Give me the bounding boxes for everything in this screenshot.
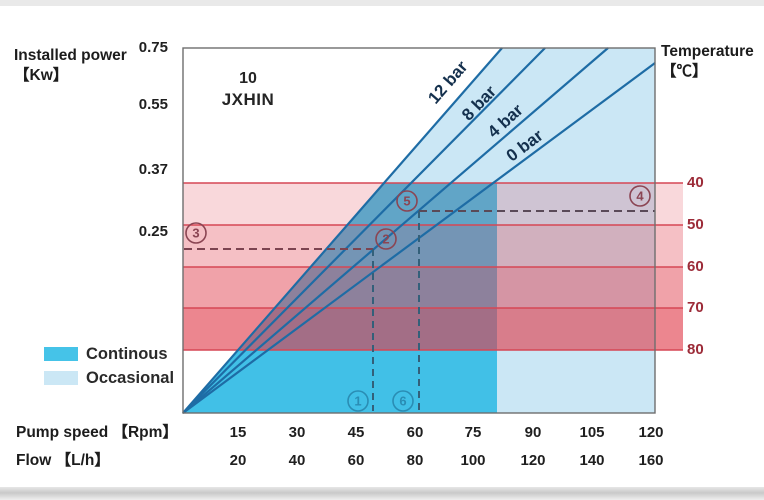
pump-speed-tick: 15 (229, 424, 247, 441)
marker-4-number: 4 (636, 189, 644, 204)
occasional-label: Occasional (86, 368, 175, 387)
chart-title-size: 10 (239, 70, 257, 87)
marker-6: 6 (392, 390, 414, 412)
plot-border (182, 47, 656, 414)
flow-axis-label: Flow 【L/h】 (16, 452, 110, 469)
marker-5: 5 (396, 190, 418, 212)
temp-band-70-80 (183, 308, 683, 350)
flow-tick: 20 (229, 452, 247, 469)
legend-row-continuous: Continous (44, 342, 174, 366)
temp-tick: 60 (687, 258, 704, 275)
pressure-line-12bar (182, 47, 503, 414)
marker-5-number: 5 (403, 194, 410, 209)
temp-band-60-70 (183, 267, 683, 308)
legend: Continous Occasional (44, 342, 174, 390)
pump-speed-tick: 60 (406, 424, 424, 441)
power-tick: 0.37 (138, 161, 168, 178)
top-edge-strip (0, 0, 764, 6)
continuous-swatch (44, 347, 78, 361)
marker-6-circle (392, 390, 414, 412)
temp-band-40-50 (183, 183, 683, 225)
pump-speed-tick: 45 (347, 424, 365, 441)
marker-2: 2 (375, 228, 397, 250)
pump-speed-tick: 30 (288, 424, 306, 441)
y-axis-title: Installed power 【Kw】 (14, 46, 127, 86)
marker-2-number: 2 (382, 232, 389, 247)
marker-1-circle (347, 390, 369, 412)
y-axis-title-line1: Installed power (14, 47, 127, 64)
y-axis-title-line2: 【Kw】 (14, 67, 69, 84)
chart-title: 10 JXHIN (196, 68, 300, 110)
power-tick: 0.25 (138, 223, 168, 240)
marker-5-circle (396, 190, 418, 212)
pump-speed-tick: 120 (638, 424, 664, 441)
pump-speed-tick: 105 (579, 424, 605, 441)
power-tick: 0.55 (138, 96, 168, 113)
pump-speed-axis-label: Pump speed 【Rpm】 (16, 424, 178, 441)
flow-tick: 60 (347, 452, 365, 469)
marker-3-number: 3 (192, 226, 199, 241)
marker-1: 1 (347, 390, 369, 412)
pump-speed-tick: 90 (524, 424, 542, 441)
flow-tick: 40 (288, 452, 306, 469)
temp-tick: 70 (687, 299, 704, 316)
flow-tick: 80 (406, 452, 424, 469)
temp-tick: 40 (687, 174, 704, 191)
flow-tick: 120 (520, 452, 546, 469)
marker-2-circle (375, 228, 397, 250)
power-tick: 0.75 (138, 39, 168, 56)
chart-title-model: JXHIN (221, 90, 275, 109)
temperature-axis-title-line1: Temperature (661, 43, 754, 60)
legend-row-occasional: Occasional (44, 366, 174, 390)
temperature-axis-title-line2: 【℃】 (661, 63, 708, 80)
marker-1-number: 1 (354, 394, 361, 409)
flow-tick: 140 (579, 452, 605, 469)
pressure-line-8bar (182, 47, 546, 414)
continuous-label: Continous (86, 344, 168, 363)
temp-tick: 50 (687, 216, 704, 233)
flow-tick: 160 (638, 452, 664, 469)
temperature-axis-title: Temperature 【℃】 (661, 42, 754, 82)
marker-3-circle (185, 222, 207, 244)
temp-band-50-60 (183, 225, 683, 267)
pressure-line-4bar (182, 47, 609, 414)
marker-4: 4 (629, 185, 651, 207)
pump-speed-tick: 75 (464, 424, 482, 441)
occasional-swatch (44, 371, 78, 385)
marker-3: 3 (185, 222, 207, 244)
marker-4-circle (629, 185, 651, 207)
temp-tick: 80 (687, 341, 704, 358)
marker-6-number: 6 (399, 394, 406, 409)
flow-tick: 100 (460, 452, 486, 469)
bottom-edge-strip (0, 487, 764, 500)
